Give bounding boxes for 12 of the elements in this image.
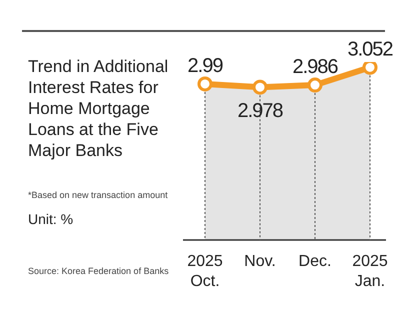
data-label: 2.978 bbox=[237, 100, 284, 122]
source-note: Source: Korea Federation of Banks bbox=[28, 266, 169, 276]
x-tick-label: Dec. bbox=[298, 253, 332, 270]
data-label: 2.986 bbox=[292, 56, 338, 78]
x-tick-label: 2025 Jan. bbox=[352, 253, 388, 290]
text: *Based on new transaction amount bbox=[28, 190, 168, 200]
data-label: 3.052 bbox=[347, 38, 394, 60]
data-label: 2.99 bbox=[188, 54, 224, 77]
x-tick-label: Nov. bbox=[244, 253, 276, 270]
text: Trend in Additional Interest Rates for Home Mortgage Loans at the Five Major Banks bbox=[28, 56, 170, 161]
x-tick-label: 2025 Oct. bbox=[187, 253, 223, 290]
text: Unit: % bbox=[28, 211, 74, 227]
